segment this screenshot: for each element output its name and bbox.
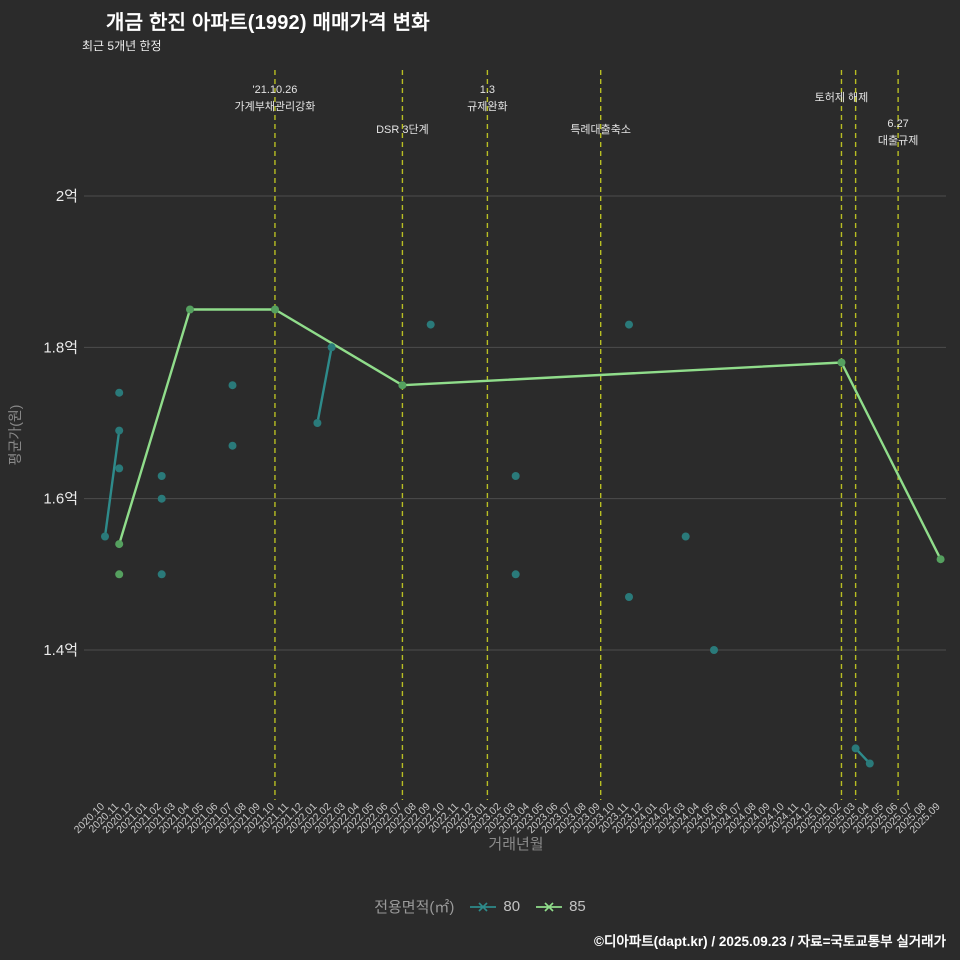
series-80-point[interactable] [313, 419, 322, 427]
series-80-point[interactable] [115, 464, 124, 473]
y-tick-label: 1.8억 [43, 339, 78, 356]
series-80-point[interactable] [851, 744, 860, 753]
series-85-point[interactable] [936, 555, 945, 564]
event-annotation-label: 가계부채관리강화 [234, 100, 315, 113]
legend-title: 전용면적(㎡) [374, 899, 455, 916]
series-80-point[interactable] [625, 593, 633, 601]
legend-item-85[interactable]: 85 [536, 898, 586, 915]
series-85-legend-marker [536, 901, 563, 912]
event-annotation-label: DSR 3단계 [376, 123, 429, 136]
series-80-point[interactable] [228, 381, 237, 390]
series-80-point[interactable] [625, 320, 633, 329]
series-80-line [316, 346, 333, 425]
series-80-point[interactable] [865, 759, 874, 768]
y-tick-label: 1.6억 [43, 491, 78, 508]
series-80-point[interactable] [426, 320, 435, 329]
chart-subtitle: 최근 5개년 한정 [82, 39, 162, 53]
series-85-point[interactable] [398, 381, 407, 390]
series-80-point[interactable] [101, 532, 109, 541]
legend: 전용면적(㎡) 80 85 [0, 896, 960, 917]
series-80-point[interactable] [157, 570, 166, 579]
price-line-chart: 2억1.8억1.6억1.4억2020.102020.112020.122021.… [7, 70, 946, 853]
event-annotation-label: 토허제 해제 [815, 90, 869, 104]
series-80-point[interactable] [710, 646, 718, 654]
series-80-point[interactable] [511, 472, 520, 480]
series-80-point[interactable] [115, 426, 124, 435]
legend-item-80[interactable]: 80 [470, 898, 520, 915]
copyright-credit: ©디아파트(dapt.kr) / 2025.09.23 / 자료=국토교통부 실… [594, 934, 946, 949]
series-80-point[interactable] [115, 388, 124, 397]
series-80-point[interactable] [327, 343, 336, 352]
y-axis-title: 평균가(원) [7, 405, 23, 466]
series-80-point[interactable] [228, 441, 237, 450]
event-annotation-label: 특례대출축소 [570, 123, 631, 136]
series-80-point[interactable] [157, 494, 166, 503]
series-85-point[interactable] [271, 305, 279, 314]
series-85-point[interactable] [186, 305, 194, 314]
event-annotation-label: 1.3 [480, 84, 495, 96]
series-85-point[interactable] [115, 570, 124, 579]
chart-title: 개금 한진 아파트(1992) 매매가격 변화 [106, 12, 430, 34]
event-annotation-label: '21.10.26 [252, 84, 297, 96]
legend-item-85-label: 85 [569, 898, 586, 915]
series-80-line [103, 429, 121, 538]
series-80-point[interactable] [681, 532, 690, 541]
event-annotation-label: 6.27 [887, 118, 908, 130]
event-annotation-label: 규제완화 [467, 100, 507, 113]
y-tick-label: 2억 [56, 188, 78, 205]
series-80-point[interactable] [157, 472, 166, 480]
series-85-point[interactable] [115, 540, 124, 549]
series-85-point[interactable] [837, 358, 846, 367]
x-axis-title: 거래년월 [488, 836, 543, 853]
series-80-legend-marker [470, 901, 497, 912]
legend-item-80-label: 80 [503, 898, 521, 915]
series-80-point[interactable] [511, 570, 520, 579]
series-85-line [117, 308, 942, 561]
event-annotation-label: 대출규제 [878, 134, 918, 147]
y-tick-label: 1.4억 [43, 642, 78, 659]
